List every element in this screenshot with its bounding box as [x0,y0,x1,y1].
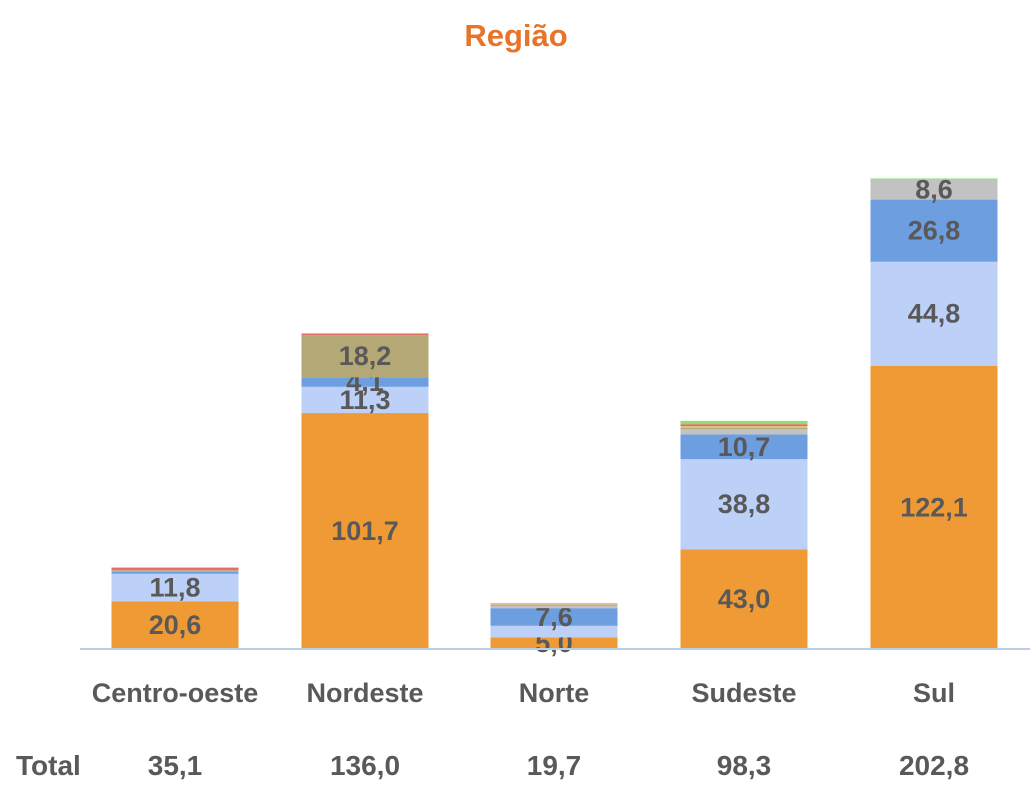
bar-segment-centro-oeste-s7 [111,567,239,571]
data-label-sudeste-s3: 10,7 [718,432,771,462]
bar-segment-centro-oeste-s2 [111,573,239,602]
bar-segment-nordeste-s5 [301,335,429,378]
total-norte: 19,7 [526,750,582,781]
bar-segment-centro-oeste-s1 [111,601,239,649]
data-label-centro-oeste-s1: 20,6 [149,610,202,640]
bar-segment-norte-s2 [490,625,618,638]
data-label-centro-oeste-s2: 11,8 [149,573,200,603]
bar-segment-sul-s3 [870,199,998,262]
total-centro-oeste: 35,1 [147,750,203,781]
bar-segment-sudeste-s7 [680,424,808,427]
bar-segment-sudeste-s4 [680,429,808,435]
category-labels: Centro-oeste Nordeste Norte Sudeste Sul [92,678,955,708]
total-nordeste: 136,0 [329,750,401,781]
category-label-sul: Sul [913,678,955,708]
bar-segment-norte-s1 [490,637,618,649]
bar-segment-sul-s8 [870,178,998,180]
bar-segment-norte-s5 [490,604,618,606]
bar-segment-sudeste-s5 [680,427,808,430]
bar-segment-nordeste-s2 [301,386,429,414]
bar-segment-centro-oeste-s3 [111,571,239,574]
data-label-sudeste-s1: 43,0 [718,584,771,614]
category-label-nordeste: Nordeste [306,678,423,708]
data-label-nordeste-s1: 101,7 [331,516,399,546]
bar-segment-norte-s3 [490,608,618,626]
category-label-sudeste: Sudeste [691,678,796,708]
bar-segment-sul-s1 [870,365,998,649]
data-label-sul-s2: 44,8 [908,299,961,329]
category-label-norte: Norte [519,678,590,708]
bars-group: 20,611,8101,711,34,118,25,07,643,038,810… [111,175,998,658]
bar-segment-nordeste-s1 [301,413,429,649]
bar-segment-sudeste-s3 [680,434,808,460]
bar-segment-sudeste-s2 [680,459,808,550]
totals-row: Total 35,1 136,0 19,7 98,3 202,8 [0,750,1032,790]
data-label-sul-s1: 122,1 [900,492,968,522]
bar-segment-nordeste-s3 [301,377,429,387]
chart-title: Região [464,18,568,53]
total-sudeste: 98,3 [716,750,772,781]
bar-segment-nordeste-s7 [301,333,429,336]
data-label-nordeste-s2: 11,3 [339,385,390,415]
bar-segment-norte-s4 [490,605,618,609]
bar-segment-sudeste-s1 [680,549,808,649]
bar-segment-sul-s4 [870,179,998,200]
bar-segment-sul-s2 [870,261,998,366]
bar-segment-norte-s6 [490,603,618,605]
total-sul: 202,8 [898,750,970,781]
bar-segment-sudeste-s8 [680,420,808,425]
data-label-sudeste-s2: 38,8 [718,489,771,519]
stacked-bar-chart: 20,611,8101,711,34,118,25,07,643,038,810… [80,175,1030,708]
bar-segment-sudeste-s6 [680,426,808,428]
data-label-sul-s3: 26,8 [908,216,961,246]
totals-label: Total [16,750,81,781]
category-label-centro-oeste: Centro-oeste [92,678,259,708]
bar-segment-centro-oeste-s4 [111,570,239,572]
data-label-nordeste-s5: 18,2 [339,341,392,371]
